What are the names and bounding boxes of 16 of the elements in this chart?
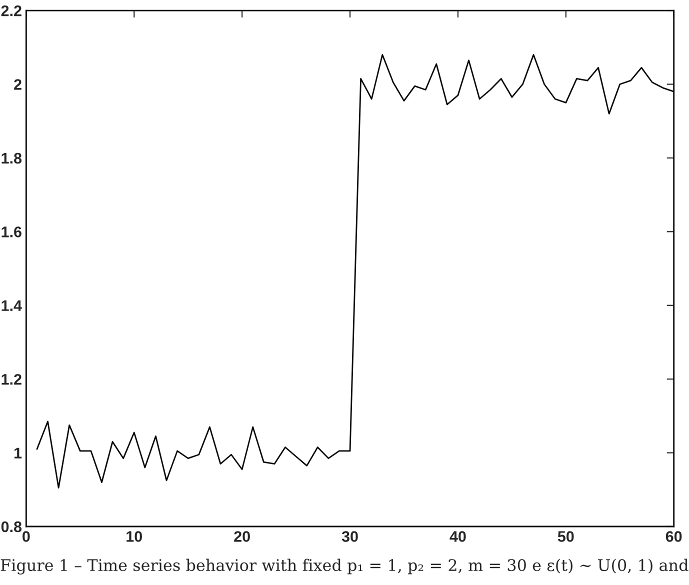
y-tick-label: 2.2 <box>1 5 22 16</box>
y-tick-label: 1 <box>14 448 22 458</box>
y-tick-label: 2 <box>14 79 22 90</box>
y-tick-label: 0.8 <box>1 521 22 532</box>
y-tick-label: 1.4 <box>2 300 22 311</box>
caption: Figure 1 – Time series behavior with fixed p₁ = 1, p₂ = 2, m = 30 e ε(t) ∼ U(0, 1) and <box>0 558 688 574</box>
x-tick-label: 30 <box>342 531 358 542</box>
x-tick-label: 0 <box>22 531 30 542</box>
x-tick-label: 20 <box>234 531 250 542</box>
x-tick-label: 50 <box>558 531 574 542</box>
x-tick-label: 60 <box>666 531 682 542</box>
x-tick-label: 10 <box>126 531 142 542</box>
x-tick-label: 40 <box>450 531 466 542</box>
y-tick-label: 1.2 <box>2 374 22 385</box>
y-tick-label: 1.6 <box>2 226 22 238</box>
y-tick-label: 1.8 <box>2 152 22 164</box>
